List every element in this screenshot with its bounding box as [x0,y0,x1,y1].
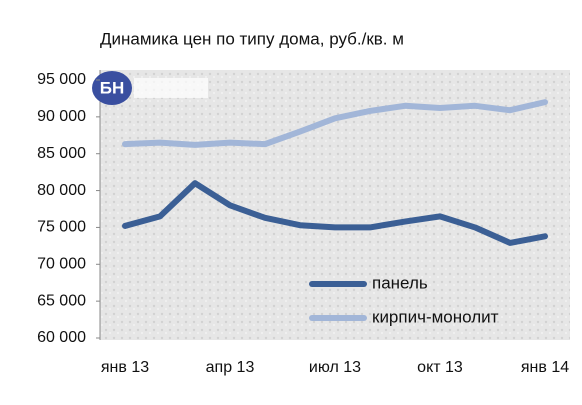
x-tick-label: янв 14 [521,359,569,376]
x-tick-label: окт 13 [417,359,463,376]
y-tick-label: 75 000 [37,219,86,236]
line-series [122,180,548,246]
line-series [122,99,548,148]
x-tick-label: янв 13 [101,359,149,376]
y-tick-label: 85 000 [37,145,86,162]
y-tick-label: 70 000 [37,256,86,273]
y-tick-label: 60 000 [37,329,86,346]
legend-label: кирпич-монолит [372,307,499,326]
logo: БН [92,71,208,105]
logo-text: БН [100,78,125,97]
y-tick-label: 65 000 [37,292,86,309]
chart-title: Динамика цен по типу дома, руб./кв. м [100,29,404,48]
y-tick-label: 90 000 [37,108,86,125]
legend-label: панель [372,273,428,292]
plot-background [100,70,570,340]
y-tick-label: 95 000 [37,71,86,88]
x-tick-label: апр 13 [206,359,255,376]
x-tick-label: июл 13 [309,359,361,376]
y-tick-label: 80 000 [37,182,86,199]
